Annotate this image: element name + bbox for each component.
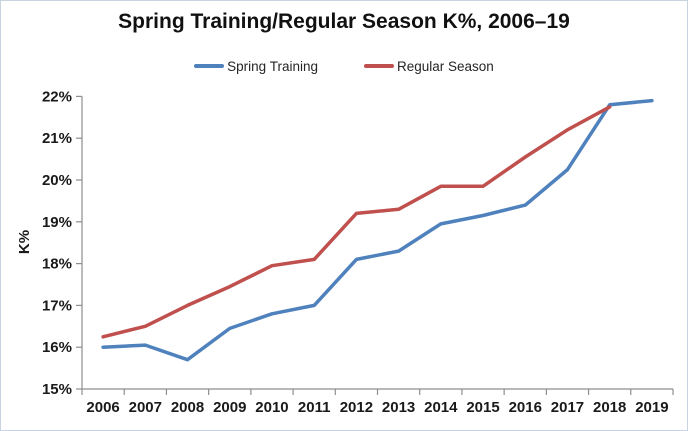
chart-title: Spring Training/Regular Season K%, 2006–… <box>118 10 570 33</box>
regular-season-line <box>101 105 612 339</box>
x-tick-label: 2008 <box>171 399 204 416</box>
x-tick-label: 2013 <box>382 399 415 416</box>
x-tick-label: 2009 <box>213 399 246 416</box>
x-tick-label: 2010 <box>255 399 288 416</box>
x-tick-label: 2014 <box>424 399 458 416</box>
y-tick-label: 17% <box>42 297 72 314</box>
y-tick-label: 22% <box>42 88 72 105</box>
x-tick-label: 2006 <box>86 399 119 416</box>
x-tick-label: 2017 <box>551 399 584 416</box>
x-tick-label: 2018 <box>593 399 626 416</box>
legend-label-regular-season: Regular Season <box>396 58 494 74</box>
y-tick-label: 21% <box>42 130 72 147</box>
y-tick-label: 16% <box>42 339 72 356</box>
regular-season-swatch-icon <box>363 64 394 68</box>
legend-item-regular-season: Regular Season <box>363 58 494 74</box>
y-tick-label: 19% <box>42 214 72 231</box>
legend-label-spring-training: Spring Training <box>227 58 318 74</box>
x-tick-label: 2019 <box>635 399 668 416</box>
spring-training-line <box>101 98 654 362</box>
y-tick-label: 20% <box>42 172 72 189</box>
x-tick-label: 2015 <box>466 399 499 416</box>
x-tick-label: 2011 <box>298 399 331 416</box>
x-tick-label: 2007 <box>129 399 162 416</box>
x-tick-label: 2012 <box>340 399 373 416</box>
y-tick-label: 18% <box>42 256 72 273</box>
legend-item-spring-training: Spring Training <box>194 59 318 74</box>
spring-training-swatch-icon <box>194 64 225 68</box>
x-tick-label: 2016 <box>509 399 542 416</box>
legend: Spring Training Regular Season <box>1 57 687 75</box>
y-tick-label: 15% <box>42 381 72 398</box>
